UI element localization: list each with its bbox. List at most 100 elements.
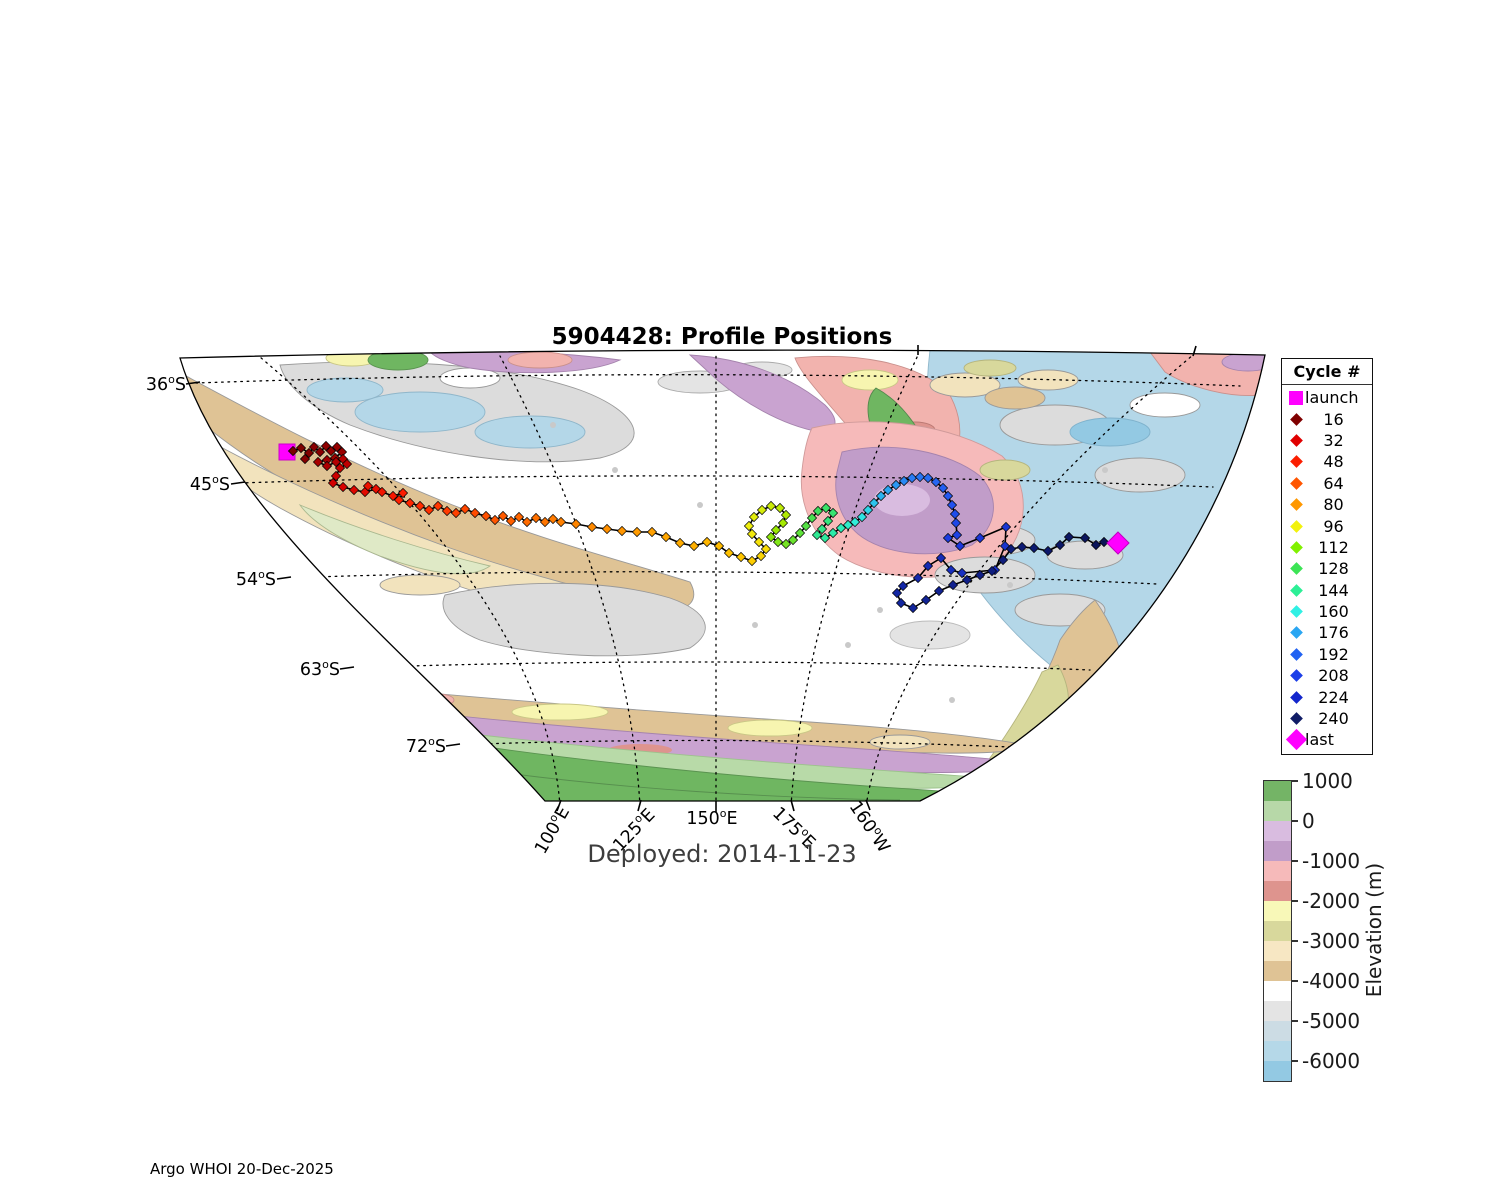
profile-point [660,531,672,543]
profile-point [760,543,772,555]
profile-point [393,494,405,506]
profile-point [331,441,343,453]
profile-point [459,503,471,515]
profile-point [1054,539,1066,551]
profile-point [950,517,962,529]
profile-point [912,572,924,584]
legend-label: 240 [1318,709,1349,729]
legend-row: 192 [1282,644,1372,665]
diamond-icon [1287,626,1305,640]
profile-point [539,516,551,528]
profile-point [753,536,765,548]
legend-label: 128 [1318,559,1349,579]
legend-row: 64 [1282,473,1372,494]
profile-point [723,547,735,559]
profile-point [312,456,324,468]
diamond-icon [1287,541,1305,554]
profile-point [756,504,768,516]
colorbar-tick [1291,1020,1298,1022]
profile-point [1063,531,1075,543]
legend-row: 16 [1282,408,1372,429]
figure-title: 5904428: Profile Positions [551,324,893,350]
profile-point [777,517,789,529]
legend-row: 112 [1282,537,1372,558]
profile-point [930,476,942,488]
diamond-icon [1287,712,1305,725]
profile-point [1000,521,1012,533]
profile-point [816,523,828,535]
profile-point [376,486,388,498]
profile-point [480,510,492,522]
profile-point [348,484,360,496]
profile-point [746,528,758,540]
colorbar-tick [1291,900,1298,902]
profile-point [505,515,517,527]
legend-row: last [1282,729,1372,751]
profile-point [748,511,760,523]
profile-point [974,532,986,544]
profile-point [334,462,346,474]
diamond-icon [1287,562,1305,576]
square-icon [1287,390,1305,405]
profile-point [933,585,945,597]
profile-point [362,480,374,492]
profile-point [835,522,847,534]
legend-label: 48 [1323,452,1344,472]
profile-point [287,445,299,457]
profile-point [787,534,799,546]
profile-point [570,518,582,530]
profile-point [946,499,958,511]
diamond-icon [1287,434,1305,447]
profile-point [327,477,339,489]
legend-items: launch 16 32 48 64 80 96 112 128 144 160 176 192 208 2… [1282,385,1372,754]
profile-point [827,507,839,519]
colorbar-tick-label: -3000 [1302,929,1361,953]
colorbar-segment [1264,801,1291,821]
profile-point [489,514,501,526]
profile-point [956,567,968,579]
graticule-label: 45oS [190,473,230,495]
profile-point [811,529,823,541]
profile-point [765,531,777,543]
legend-row: 176 [1282,622,1372,643]
profile-point [862,504,874,516]
colorbar-segment [1264,1021,1291,1041]
profile-point [1079,532,1091,544]
credit-text: Argo WHOI 20-Dec-2025 [150,1160,334,1178]
colorbar-segment [1264,1001,1291,1021]
profile-point [631,526,643,538]
colorbar-tick [1291,860,1298,862]
profile-point [330,456,342,468]
colorbar-tick-label: 0 [1302,809,1315,833]
profile-point [616,525,628,537]
profile-point [295,442,307,454]
diamond-icon [1287,690,1305,704]
profile-point [337,481,349,493]
colorbar-segment [1264,781,1291,801]
float-trajectory [278,440,1130,614]
graticule-label: 36oS [146,373,186,395]
legend-label: 16 [1323,409,1344,429]
profile-point [743,520,755,532]
profile-point [770,524,782,536]
profile-point [849,516,861,528]
profile-point [947,579,959,591]
profile-point [922,560,934,572]
legend-row: launch [1282,387,1372,408]
profile-point [1016,541,1028,553]
legend-label: 64 [1323,473,1344,493]
profile-point [414,500,426,512]
profile-point [325,445,337,457]
legend-label: launch [1305,388,1359,408]
graticule-label: 150oE [686,807,737,829]
profile-point [1028,542,1040,554]
legend-row: 128 [1282,558,1372,579]
graticule-label: 72oS [406,735,446,757]
elevation-colorbar [1263,780,1292,1082]
profile-point [772,536,784,548]
legend-row: 208 [1282,665,1372,686]
profile-point [891,587,903,599]
profile-point [521,516,533,528]
colorbar-segment [1264,981,1291,1001]
profile-point [827,527,839,539]
